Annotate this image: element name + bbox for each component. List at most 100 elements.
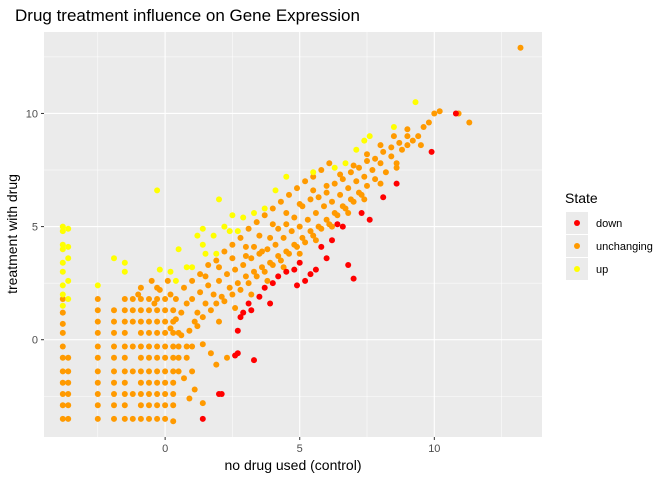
data-point-unchanging <box>111 391 117 397</box>
data-point-unchanging <box>129 368 136 375</box>
data-point-unchanging <box>315 194 322 201</box>
data-point-unchanging <box>364 182 370 189</box>
data-point-unchanging <box>216 277 222 284</box>
data-point-unchanging <box>420 124 427 130</box>
data-point-unchanging <box>382 169 389 176</box>
data-point-unchanging <box>154 329 161 336</box>
data-point-up <box>226 228 233 235</box>
data-point-down <box>307 271 314 278</box>
data-point-down <box>245 300 252 307</box>
data-point-unchanging <box>65 415 72 422</box>
x-axis-title: no drug used (control) <box>225 457 362 473</box>
data-point-unchanging <box>425 119 432 126</box>
data-point-unchanging <box>304 216 311 223</box>
data-point-unchanging <box>129 415 136 422</box>
data-point-unchanging <box>213 257 220 264</box>
data-point-unchanging <box>277 257 284 264</box>
data-point-down <box>358 210 365 216</box>
data-point-unchanging <box>202 273 209 280</box>
data-point-up <box>59 228 66 235</box>
data-point-unchanging <box>170 402 177 409</box>
data-point-unchanging <box>65 402 72 409</box>
data-point-unchanging <box>299 234 306 241</box>
data-point-unchanging <box>137 329 144 336</box>
data-point-unchanging <box>94 402 101 409</box>
data-point-unchanging <box>318 225 325 232</box>
data-point-down <box>428 148 435 155</box>
data-point-unchanging <box>242 253 249 259</box>
data-point-unchanging <box>466 119 473 126</box>
data-point-unchanging <box>121 379 128 386</box>
data-point-unchanging <box>59 354 66 361</box>
data-point-up <box>175 246 182 253</box>
data-point-unchanging <box>345 185 352 192</box>
data-point-unchanging <box>170 343 177 350</box>
data-point-unchanging <box>323 182 330 189</box>
data-point-unchanging <box>94 318 101 325</box>
legend: State down unchanging up <box>565 190 653 280</box>
data-point-up <box>111 255 117 262</box>
data-point-down <box>261 284 268 291</box>
data-point-up <box>251 210 257 216</box>
data-point-unchanging <box>129 296 136 302</box>
data-point-up <box>412 99 419 106</box>
data-point-up <box>234 228 241 235</box>
data-point-unchanging <box>129 307 136 314</box>
data-point-unchanging <box>275 253 282 259</box>
data-point-unchanging <box>302 178 309 185</box>
data-point-up <box>240 214 247 221</box>
data-point-unchanging <box>154 296 161 302</box>
data-point-down <box>380 194 387 201</box>
data-point-unchanging <box>256 232 263 239</box>
data-point-unchanging <box>329 198 335 205</box>
data-point-unchanging <box>259 248 265 255</box>
data-point-up <box>156 266 163 273</box>
data-point-unchanging <box>59 329 66 336</box>
data-point-up <box>59 259 66 266</box>
data-point-unchanging <box>361 196 368 203</box>
data-point-unchanging <box>207 350 214 357</box>
data-point-unchanging <box>312 237 319 244</box>
data-point-unchanging <box>197 289 204 296</box>
data-point-unchanging <box>404 142 411 149</box>
legend-key-unchanging <box>574 243 580 249</box>
data-point-unchanging <box>167 325 174 332</box>
data-point-unchanging <box>312 210 319 216</box>
data-point-unchanging <box>189 343 196 350</box>
data-point-unchanging <box>372 155 379 162</box>
data-point-unchanging <box>137 354 144 361</box>
data-point-unchanging <box>154 307 161 314</box>
data-point-unchanging <box>194 309 201 316</box>
data-point-unchanging <box>226 284 233 291</box>
data-point-unchanging <box>170 307 177 314</box>
data-point-unchanging <box>154 368 161 375</box>
data-point-unchanging <box>154 318 161 325</box>
data-point-unchanging <box>94 329 101 336</box>
data-point-unchanging <box>321 203 327 210</box>
data-point-unchanging <box>251 268 257 275</box>
data-point-unchanging <box>154 379 161 386</box>
data-point-unchanging <box>135 291 142 298</box>
data-point-unchanging <box>65 391 72 397</box>
data-point-up <box>183 264 190 271</box>
data-point-down <box>269 280 276 287</box>
data-point-up <box>172 277 179 284</box>
data-point-unchanging <box>154 391 161 397</box>
data-point-unchanging <box>59 415 66 422</box>
data-point-unchanging <box>326 160 333 167</box>
data-point-unchanging <box>323 216 330 223</box>
data-point-unchanging <box>137 391 144 397</box>
data-point-down <box>339 223 346 230</box>
data-point-unchanging <box>59 379 66 386</box>
data-point-unchanging <box>94 296 101 302</box>
data-point-unchanging <box>129 318 136 325</box>
data-point-unchanging <box>253 219 260 226</box>
data-point-up <box>65 225 72 232</box>
data-point-unchanging <box>310 232 317 239</box>
data-point-up <box>65 255 72 262</box>
data-point-unchanging <box>94 354 101 361</box>
data-point-unchanging <box>207 307 214 314</box>
data-point-unchanging <box>59 343 66 350</box>
data-point-down <box>234 350 241 357</box>
data-point-unchanging <box>199 400 206 407</box>
